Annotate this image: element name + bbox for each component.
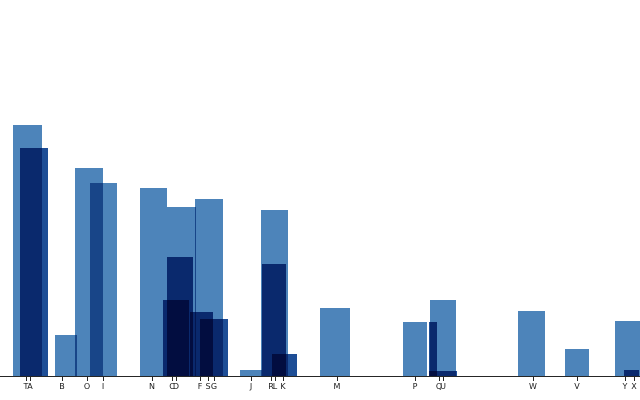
bar-light bbox=[615, 321, 640, 376]
x-tick-label: X bbox=[631, 382, 637, 391]
x-tick-label: D bbox=[172, 382, 180, 391]
bar-dark bbox=[272, 354, 297, 376]
x-tick bbox=[152, 377, 153, 381]
x-tick bbox=[271, 377, 272, 381]
x-tick-label: I bbox=[101, 382, 105, 391]
x-tick bbox=[30, 377, 31, 381]
bar-light bbox=[565, 349, 589, 376]
bar-light bbox=[403, 322, 427, 376]
x-tick bbox=[625, 377, 626, 381]
x-tick-label: L bbox=[272, 382, 278, 391]
x-tick bbox=[208, 377, 209, 381]
x-tick bbox=[439, 377, 440, 381]
x-tick-label: O bbox=[83, 382, 91, 391]
x-tick-label: R bbox=[268, 382, 274, 391]
x-tick-label: M bbox=[333, 382, 341, 391]
bar-light bbox=[320, 308, 350, 376]
x-tick-label: W bbox=[529, 382, 537, 391]
bar-dark bbox=[163, 300, 189, 376]
x-tick bbox=[533, 377, 534, 381]
x-tick bbox=[577, 377, 578, 381]
x-tick-label: G bbox=[210, 382, 218, 391]
x-tick bbox=[283, 377, 284, 381]
x-tick-label: P bbox=[412, 382, 418, 391]
x-tick-label: J bbox=[249, 382, 253, 391]
x-axis-line bbox=[0, 376, 640, 377]
x-tick bbox=[337, 377, 338, 381]
x-tick-label: U bbox=[440, 382, 446, 391]
x-tick-label: Y bbox=[622, 382, 628, 391]
x-tick bbox=[415, 377, 416, 381]
bar-dark bbox=[200, 319, 228, 376]
bar-dark bbox=[429, 371, 457, 376]
x-tick-label: K bbox=[280, 382, 286, 391]
x-tick bbox=[275, 377, 276, 381]
x-tick bbox=[634, 377, 635, 381]
x-tick-label: C bbox=[169, 382, 175, 391]
x-tick bbox=[172, 377, 173, 381]
x-tick bbox=[214, 377, 215, 381]
bar-dark bbox=[20, 148, 48, 376]
x-tick-label: B bbox=[59, 382, 65, 391]
bar-dark bbox=[429, 322, 437, 376]
x-tick bbox=[103, 377, 104, 381]
x-tick-label: S bbox=[205, 382, 211, 391]
bar-light bbox=[90, 183, 117, 376]
bar-light bbox=[140, 188, 167, 376]
x-tick-label: T bbox=[23, 382, 29, 391]
x-tick bbox=[87, 377, 88, 381]
x-tick-label: V bbox=[574, 382, 580, 391]
x-tick-label: Q bbox=[435, 382, 443, 391]
x-tick-label: F bbox=[197, 382, 203, 391]
x-tick bbox=[62, 377, 63, 381]
bar-light bbox=[240, 370, 262, 376]
x-tick-label: N bbox=[149, 382, 155, 391]
x-tick bbox=[443, 377, 444, 381]
x-tick bbox=[176, 377, 177, 381]
bar-light bbox=[55, 335, 77, 376]
bar-light bbox=[518, 311, 545, 376]
x-tick bbox=[200, 377, 201, 381]
x-tick bbox=[26, 377, 27, 381]
x-tick-label: A bbox=[27, 382, 33, 391]
bar-dark bbox=[624, 370, 639, 376]
x-tick bbox=[251, 377, 252, 381]
